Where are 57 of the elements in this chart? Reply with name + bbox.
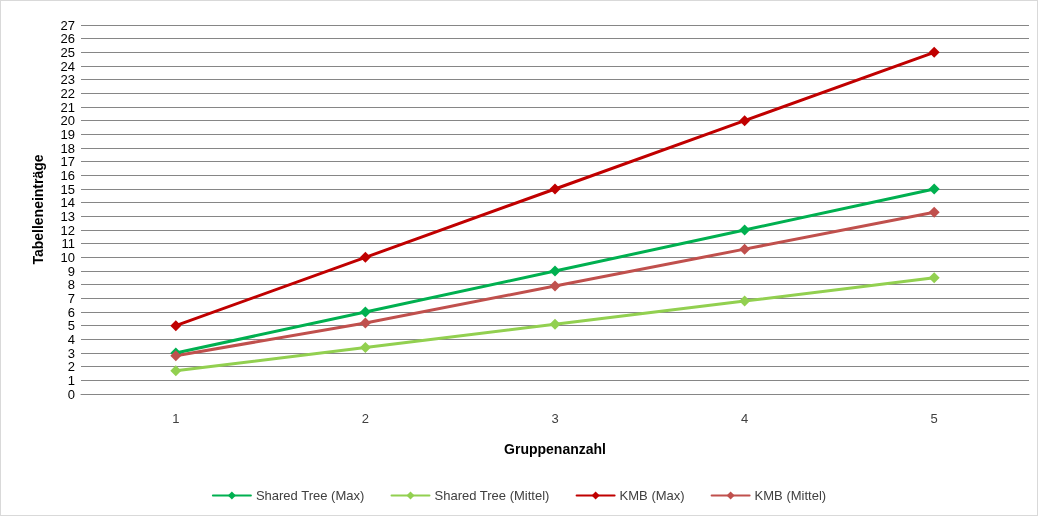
y-tick-label: 2 xyxy=(67,359,75,375)
point xyxy=(739,295,751,307)
y-tick-label: 17 xyxy=(60,154,75,170)
y-tick-label: 16 xyxy=(60,167,75,183)
x-axis-title: Gruppenanzahl xyxy=(504,441,606,457)
y-tick-label: 25 xyxy=(60,44,75,60)
y-tick-label: 22 xyxy=(60,85,75,101)
y-tick-label: 0 xyxy=(67,386,75,402)
legend-label: KMB (Mittel) xyxy=(754,488,827,503)
point xyxy=(928,46,940,58)
y-tick-label: 6 xyxy=(67,304,75,320)
y-tick-label: 18 xyxy=(60,140,75,156)
y-tick-label: 21 xyxy=(60,99,75,115)
x-tick-label: 2 xyxy=(361,411,370,426)
point xyxy=(739,224,751,236)
point xyxy=(739,115,751,127)
y-tick-label: 10 xyxy=(60,249,75,265)
point xyxy=(359,306,371,318)
y-tick-label: 13 xyxy=(60,208,75,224)
point xyxy=(359,317,371,329)
y-tick-label: 14 xyxy=(60,195,75,211)
x-tick-label: 4 xyxy=(740,411,749,426)
y-tick-label: 1 xyxy=(67,372,75,388)
point xyxy=(928,272,940,284)
y-tick-label: 4 xyxy=(67,331,75,347)
point xyxy=(549,265,561,277)
y-tick-label: 20 xyxy=(60,113,75,129)
point xyxy=(928,206,940,218)
y-tick-label: 8 xyxy=(67,277,75,293)
y-tick-label: 15 xyxy=(60,181,75,197)
y-tick-label: 11 xyxy=(61,236,75,252)
point xyxy=(359,342,371,354)
x-tick-label: 3 xyxy=(551,411,559,426)
x-tick-label: 5 xyxy=(930,411,938,426)
y-axis-title: Tabelleneinträge xyxy=(30,154,46,265)
y-tick-label: 9 xyxy=(67,263,75,279)
y-tick-label: 27 xyxy=(60,17,75,33)
legend-label: Shared Tree (Max) xyxy=(255,488,365,503)
y-tick-label: 12 xyxy=(60,222,75,238)
y-tick-label: 23 xyxy=(60,72,75,88)
y-tick-label: 19 xyxy=(60,126,75,142)
y-tick-label: 24 xyxy=(60,58,75,74)
point xyxy=(928,183,940,195)
point xyxy=(549,280,561,292)
point xyxy=(549,183,561,195)
y-tick-label: 7 xyxy=(67,290,75,306)
legend-label: KMB (Max) xyxy=(619,488,685,503)
point xyxy=(170,320,182,332)
point xyxy=(170,365,182,377)
y-tick-label: 26 xyxy=(60,31,75,47)
legend-label: Shared Tree (Mittel) xyxy=(434,488,550,503)
point xyxy=(549,318,561,330)
y-tick-label: 5 xyxy=(67,318,75,334)
point xyxy=(739,243,751,255)
y-tick-label: 3 xyxy=(67,345,75,361)
x-tick-label: 1 xyxy=(172,411,180,426)
point xyxy=(359,251,371,263)
